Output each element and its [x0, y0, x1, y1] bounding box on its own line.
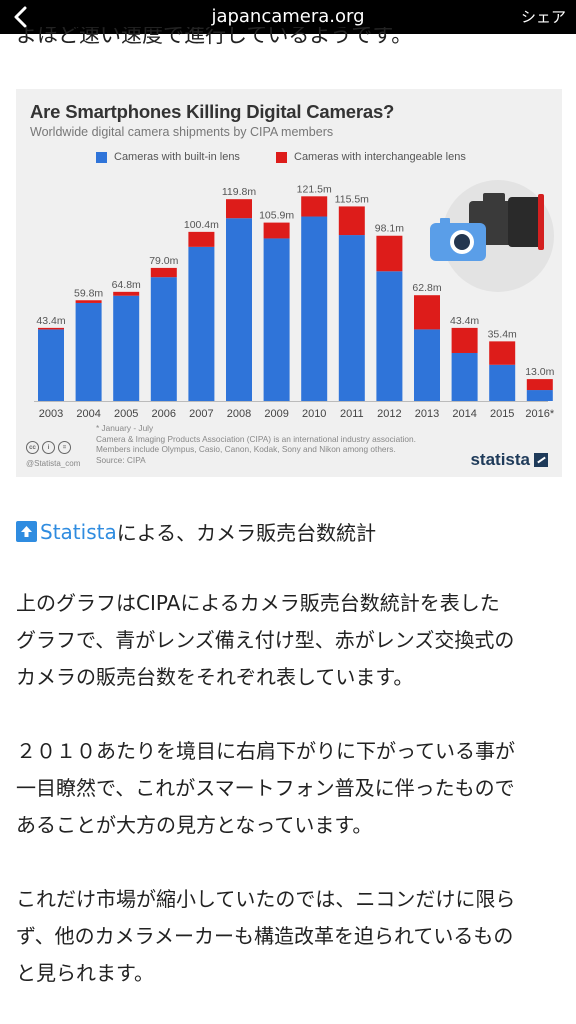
- bar-total-label: 119.8m: [222, 186, 256, 198]
- x-tick-label: 2007: [189, 408, 213, 420]
- footnote-line: * January - July: [96, 423, 416, 434]
- x-tick-label: 2005: [114, 408, 138, 420]
- bar-interchangeable-lens: [489, 341, 515, 364]
- bar-total-label: 59.8m: [74, 287, 103, 299]
- source-line: Statista による、カメラ販売台数統計: [16, 517, 376, 546]
- footnote-line: Camera & Imaging Products Association (C…: [96, 434, 416, 445]
- x-tick-label: 2006: [152, 408, 176, 420]
- paragraph-line: 上のグラフはCIPAによるカメラ販売台数統計を表した: [16, 585, 564, 622]
- x-tick-label: 2003: [39, 408, 63, 420]
- compact-camera-button-icon: [440, 218, 450, 224]
- statista-handle: @Statista_com: [26, 459, 80, 468]
- statista-wordmark: statista: [470, 450, 530, 470]
- paragraph-2: ２０１０あたりを境目に右肩下がりに下がっている事が 一目瞭然で、これがスマートフ…: [16, 733, 564, 844]
- dslr-prism-icon: [483, 193, 505, 203]
- bar-interchangeable-lens: [113, 292, 139, 296]
- x-tick-label: 2009: [264, 408, 288, 420]
- chart-image[interactable]: Are Smartphones Killing Digital Cameras?…: [16, 89, 562, 477]
- bar-interchangeable-lens: [452, 328, 478, 353]
- bar-interchangeable-lens: [188, 232, 214, 247]
- bar-interchangeable-lens: [226, 199, 252, 218]
- paragraph-3: これだけ市場が縮小していたのでは、ニコンだけに限ら ず、他のカメラメーカーも構造…: [16, 881, 564, 992]
- statista-link[interactable]: Statista: [40, 520, 117, 544]
- bar-total-label: 64.8m: [112, 279, 141, 291]
- bar-total-label: 35.4m: [488, 328, 517, 340]
- dslr-lens-ring-icon: [538, 194, 544, 250]
- statista-logo: statista: [470, 450, 548, 470]
- bar-interchangeable-lens: [376, 236, 402, 272]
- paragraph-line: これだけ市場が縮小していたのでは、ニコンだけに限ら: [16, 881, 564, 918]
- bar-built-in-lens: [452, 353, 478, 401]
- bar-built-in-lens: [264, 238, 290, 401]
- bar-built-in-lens: [376, 271, 402, 401]
- x-tick-label: 2010: [302, 408, 326, 420]
- bar-interchangeable-lens: [264, 223, 290, 239]
- bar-interchangeable-lens: [414, 295, 440, 329]
- bar-built-in-lens: [76, 303, 102, 401]
- no-derivatives-icon: =: [58, 441, 71, 454]
- bar-total-label: 43.4m: [36, 315, 65, 327]
- bar-built-in-lens: [489, 365, 515, 401]
- bar-built-in-lens: [188, 247, 214, 401]
- bar-total-label: 79.0m: [149, 255, 178, 267]
- attribution-icon: i: [42, 441, 55, 454]
- source-caption: による、カメラ販売台数統計: [117, 517, 376, 546]
- cc-license-icons: cc i =: [26, 441, 71, 454]
- chart-plot: 43.4m 2003 59.8m 2004 64.8m 2005 79.0m 2006 100.…: [16, 89, 562, 477]
- bar-total-label: 121.5m: [297, 183, 332, 195]
- paragraph-line: あることが大方の見方となっています。: [16, 807, 564, 844]
- bar-total-label: 115.5m: [335, 193, 369, 205]
- paragraph-line: ず、他のカメラメーカーも構造改革を迫られているもの: [16, 918, 564, 955]
- bar-built-in-lens: [301, 217, 327, 401]
- bar-built-in-lens: [151, 277, 177, 401]
- compact-lens-icon: [454, 234, 470, 250]
- x-tick-label: 2013: [415, 408, 439, 420]
- footnote-line: Source: CIPA: [96, 455, 416, 466]
- x-tick-label: 2015: [490, 408, 514, 420]
- bar-total-label: 43.4m: [450, 315, 479, 327]
- chart-footnotes: * January - July Camera & Imaging Produc…: [96, 423, 416, 465]
- x-tick-label: 2011: [340, 408, 364, 420]
- dslr-lens-icon: [508, 197, 543, 247]
- cut-off-text: よほど速い速度で進行しているようです。: [16, 27, 412, 47]
- bar-built-in-lens: [339, 235, 365, 401]
- bar-total-label: 105.9m: [259, 210, 294, 222]
- x-tick-label: 2014: [452, 408, 476, 420]
- bar-interchangeable-lens: [527, 379, 553, 390]
- cut-off-text-line: よほど速い速度で進行しているようです。: [16, 27, 560, 47]
- bar-total-label: 100.4m: [184, 219, 219, 231]
- bar-total-label: 13.0m: [525, 366, 554, 378]
- paragraph-line: ２０１０あたりを境目に右肩下がりに下がっている事が: [16, 733, 564, 770]
- paragraph-line: カメラの販売台数をそれぞれ表しています。: [16, 659, 564, 696]
- bar-interchangeable-lens: [301, 196, 327, 216]
- footnote-line: Members include Olympus, Casio, Canon, K…: [96, 444, 416, 455]
- x-tick-label: 2012: [377, 408, 401, 420]
- bar-interchangeable-lens: [339, 206, 365, 235]
- arrow-up-icon: [16, 521, 37, 542]
- paragraph-line: 一目瞭然で、これがスマートフォン普及に伴ったもので: [16, 770, 564, 807]
- bar-built-in-lens: [527, 390, 553, 401]
- bar-interchangeable-lens: [151, 268, 177, 277]
- x-tick-label: 2016*: [525, 408, 554, 420]
- bar-interchangeable-lens: [38, 328, 64, 330]
- bar-built-in-lens: [226, 218, 252, 401]
- paragraph-1: 上のグラフはCIPAによるカメラ販売台数統計を表した グラフで、青がレンズ備え付…: [16, 585, 564, 696]
- bar-total-label: 62.8m: [412, 282, 441, 294]
- bar-total-label: 98.1m: [375, 223, 404, 235]
- bar-interchangeable-lens: [76, 300, 102, 303]
- bar-built-in-lens: [414, 329, 440, 401]
- paragraph-line: グラフで、青がレンズ備え付け型、赤がレンズ交換式の: [16, 622, 564, 659]
- x-tick-label: 2008: [227, 408, 251, 420]
- x-tick-label: 2004: [76, 408, 100, 420]
- statista-logo-icon: [534, 453, 548, 467]
- bar-built-in-lens: [113, 296, 139, 401]
- bar-built-in-lens: [38, 329, 64, 401]
- paragraph-line: と見られます。: [16, 955, 564, 992]
- cc-icon: cc: [26, 441, 39, 454]
